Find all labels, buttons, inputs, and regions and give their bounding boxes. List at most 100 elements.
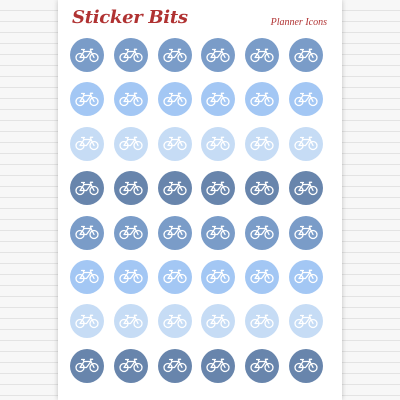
- bicycle-icon: [250, 181, 274, 196]
- bicycle-icon: [206, 181, 231, 196]
- bicycle-sticker[interactable]: [245, 38, 280, 72]
- sticker-sheet: Sticker Bits Planner Icons: [58, 0, 342, 400]
- bicycle-icon: [206, 92, 231, 107]
- bicycle-icon: [162, 136, 187, 151]
- bicycle-sticker[interactable]: [113, 126, 148, 161]
- bicycle-sticker[interactable]: [288, 215, 323, 250]
- bicycle-sticker[interactable]: [70, 126, 104, 161]
- bicycle-icon: [250, 269, 274, 284]
- bicycle-icon: [250, 92, 274, 107]
- bicycle-sticker[interactable]: [201, 215, 236, 250]
- bicycle-icon: [206, 48, 231, 63]
- bicycle-sticker[interactable]: [157, 82, 192, 117]
- bicycle-icon: [119, 358, 143, 373]
- bicycle-icon: [162, 48, 187, 63]
- bicycle-sticker[interactable]: [113, 82, 148, 117]
- bicycle-icon: [250, 136, 274, 151]
- bicycle-sticker[interactable]: [201, 82, 236, 117]
- bicycle-icon: [250, 225, 274, 240]
- bicycle-icon: [294, 358, 318, 373]
- bicycle-sticker[interactable]: [288, 171, 323, 206]
- bicycle-sticker[interactable]: [157, 304, 192, 339]
- bicycle-icon: [250, 48, 274, 63]
- bicycle-sticker[interactable]: [201, 348, 236, 383]
- sticker-grid: [70, 38, 334, 383]
- bicycle-icon: [294, 136, 318, 151]
- bicycle-sticker[interactable]: [288, 38, 323, 72]
- bicycle-icon: [206, 314, 231, 329]
- bicycle-sticker[interactable]: [157, 348, 192, 383]
- bicycle-icon: [162, 358, 187, 373]
- bicycle-sticker[interactable]: [288, 126, 323, 161]
- bicycle-icon: [75, 269, 99, 284]
- bicycle-icon: [162, 269, 187, 284]
- bicycle-icon: [206, 269, 231, 284]
- bicycle-sticker[interactable]: [157, 38, 192, 72]
- bicycle-sticker[interactable]: [201, 259, 236, 294]
- bicycle-icon: [75, 181, 99, 196]
- bicycle-sticker[interactable]: [70, 82, 104, 117]
- bicycle-icon: [250, 358, 274, 373]
- brand-title: Sticker Bits: [72, 7, 188, 28]
- bicycle-icon: [206, 136, 231, 151]
- bicycle-icon: [206, 225, 231, 240]
- bicycle-icon: [250, 314, 274, 329]
- bicycle-sticker[interactable]: [245, 126, 280, 161]
- bicycle-icon: [294, 269, 318, 284]
- bicycle-sticker[interactable]: [288, 259, 323, 294]
- bicycle-sticker[interactable]: [201, 304, 236, 339]
- bicycle-icon: [119, 136, 143, 151]
- bicycle-sticker[interactable]: [113, 215, 148, 250]
- bicycle-icon: [75, 92, 99, 107]
- bicycle-icon: [119, 225, 143, 240]
- bicycle-icon: [75, 136, 99, 151]
- bicycle-sticker[interactable]: [70, 215, 104, 250]
- bicycle-icon: [162, 181, 187, 196]
- bicycle-icon: [162, 314, 187, 329]
- bicycle-sticker[interactable]: [245, 259, 280, 294]
- bicycle-sticker[interactable]: [113, 259, 148, 294]
- bicycle-sticker[interactable]: [288, 348, 323, 383]
- bicycle-sticker[interactable]: [201, 171, 236, 206]
- bicycle-sticker[interactable]: [70, 348, 104, 383]
- bicycle-icon: [294, 48, 318, 63]
- bicycle-sticker[interactable]: [201, 126, 236, 161]
- bicycle-icon: [162, 225, 187, 240]
- bicycle-sticker[interactable]: [245, 171, 280, 206]
- bicycle-icon: [75, 225, 99, 240]
- sheet-subtitle: Planner Icons: [270, 17, 327, 28]
- bicycle-icon: [294, 181, 318, 196]
- bicycle-sticker[interactable]: [157, 259, 192, 294]
- bicycle-icon: [294, 225, 318, 240]
- bicycle-icon: [206, 358, 231, 373]
- bicycle-sticker[interactable]: [157, 171, 192, 206]
- bicycle-icon: [294, 314, 318, 329]
- bicycle-icon: [119, 92, 143, 107]
- bicycle-icon: [75, 358, 99, 373]
- bicycle-sticker[interactable]: [70, 259, 104, 294]
- bicycle-icon: [75, 48, 99, 63]
- bicycle-sticker[interactable]: [245, 215, 280, 250]
- bicycle-sticker[interactable]: [113, 38, 148, 72]
- bicycle-sticker[interactable]: [70, 171, 104, 206]
- bicycle-sticker[interactable]: [288, 82, 323, 117]
- bicycle-sticker[interactable]: [245, 82, 280, 117]
- bicycle-sticker[interactable]: [113, 348, 148, 383]
- bicycle-sticker[interactable]: [201, 38, 236, 72]
- bicycle-sticker[interactable]: [245, 304, 280, 339]
- bicycle-sticker[interactable]: [70, 38, 104, 72]
- bicycle-icon: [119, 48, 143, 63]
- bicycle-icon: [162, 92, 187, 107]
- bicycle-icon: [119, 181, 143, 196]
- bicycle-icon: [294, 92, 318, 107]
- bicycle-sticker[interactable]: [157, 215, 192, 250]
- bicycle-sticker[interactable]: [288, 304, 323, 339]
- bicycle-icon: [119, 269, 143, 284]
- bicycle-sticker[interactable]: [113, 304, 148, 339]
- bicycle-sticker[interactable]: [157, 126, 192, 161]
- bicycle-icon: [119, 314, 143, 329]
- bicycle-sticker[interactable]: [70, 304, 104, 339]
- bicycle-sticker[interactable]: [113, 171, 148, 206]
- bicycle-sticker[interactable]: [245, 348, 280, 383]
- bicycle-icon: [75, 314, 99, 329]
